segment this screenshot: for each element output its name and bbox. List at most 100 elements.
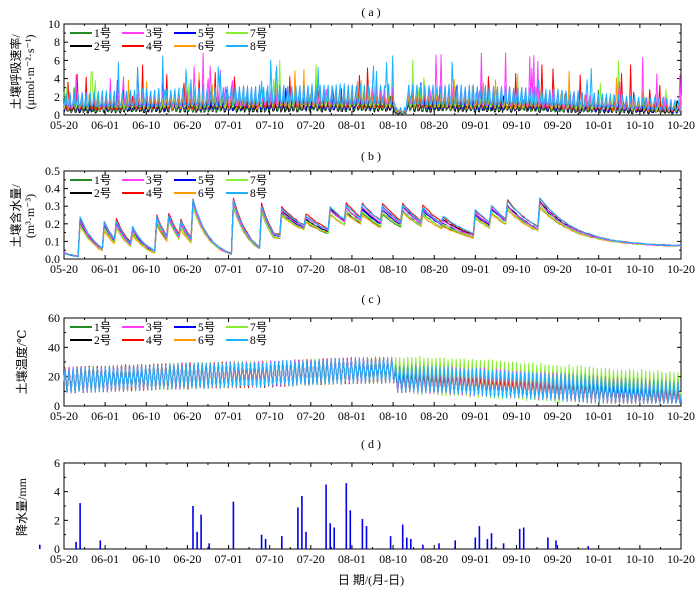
y-tick-label: 6 <box>54 53 60 67</box>
x-tick-label: 10-01 <box>585 262 613 276</box>
y-tick-label: 0.5 <box>45 164 60 178</box>
x-tick-label: 06-20 <box>173 552 201 566</box>
series-7号 <box>63 205 682 258</box>
y-tick-label: 10 <box>48 17 60 31</box>
y-tick-label: 4 <box>54 485 60 499</box>
x-tick-label: 08-10 <box>379 409 407 423</box>
x-tick-label: 06-20 <box>173 409 201 423</box>
panel-2-axes: 0 20 40 60 05-20 06-01 06-10 06-20 07-01 07-10 07-… <box>48 311 695 423</box>
x-tick-label: 08-01 <box>338 262 366 276</box>
legend-label: 1号 <box>94 174 111 187</box>
legend-label: 2号 <box>94 40 111 53</box>
y-tick-label: 0.2 <box>45 217 60 231</box>
y-tick-label: 2 <box>54 513 60 527</box>
x-tick-label: 07-01 <box>215 118 243 132</box>
legend-label: 5号 <box>198 27 215 40</box>
x-tick-label: 07-01 <box>215 262 243 276</box>
series-8号 <box>63 55 682 113</box>
x-tick-label: 06-10 <box>132 118 160 132</box>
x-tick-label: 07-01 <box>215 552 243 566</box>
x-tick-label: 07-20 <box>297 118 325 132</box>
legend-label: 3号 <box>146 174 163 187</box>
x-tick-label: 09-01 <box>461 552 489 566</box>
x-tick-label: 09-01 <box>461 409 489 423</box>
panel-0-axes: 0 2 4 6 8 10 05-20 06-01 06-10 06-20 07-01 07-10 07-… <box>48 17 695 132</box>
x-tick-label: 06-01 <box>91 262 119 276</box>
x-tick-label: 06-01 <box>91 118 119 132</box>
x-tick-label: 09-10 <box>502 118 530 132</box>
x-tick-label: 05-20 <box>50 552 78 566</box>
x-tick-label: 07-10 <box>256 409 284 423</box>
legend-label: 5号 <box>198 174 215 187</box>
y-tick-label: 0 <box>54 108 60 122</box>
x-tick-label: 10-20 <box>667 118 695 132</box>
panel-d-ylabel: 降水量/mm <box>15 477 29 536</box>
y-tick-label: 0 <box>54 542 60 556</box>
panel-1-axes: 0.0 0.1 0.2 0.3 0.4 0.5 05-20 06-01 06-10 06-20 07… <box>45 164 695 276</box>
x-tick-label: 09-20 <box>544 409 572 423</box>
y-tick-label: 8 <box>54 35 60 49</box>
legend-label: 6号 <box>198 334 215 347</box>
series-8号 <box>63 356 682 404</box>
x-tick-label: 08-01 <box>338 552 366 566</box>
legend-label: 6号 <box>198 40 215 53</box>
x-tick-label: 10-01 <box>585 409 613 423</box>
x-tick-label: 06-20 <box>173 118 201 132</box>
x-tick-label: 07-10 <box>256 552 284 566</box>
x-tick-label: 07-10 <box>256 118 284 132</box>
x-tick-label: 10-10 <box>626 118 654 132</box>
x-tick-label: 08-10 <box>379 552 407 566</box>
panel-b-ylabel-line2: (m³·m⁻³) <box>23 194 37 238</box>
x-tick-label: 09-10 <box>502 409 530 423</box>
panel-d-ylabel-line1: 降水量/mm <box>15 477 29 536</box>
panel-1-legend: 1号 3号 5号 7号 2号 4号 6号 8号 <box>70 174 267 200</box>
x-tick-label: 10-20 <box>667 409 695 423</box>
panel-a-ylabel-line2: (μmol·m⁻²·s⁻¹) <box>23 35 37 110</box>
panel-b-ylabel-line1: 土壤含水量/ <box>8 184 23 248</box>
x-tick-label: 07-20 <box>297 409 325 423</box>
panel-c-ylabel-line1: 土壤温度/℃ <box>14 330 29 395</box>
legend-label: 2号 <box>94 187 111 200</box>
legend-label: 4号 <box>146 40 163 53</box>
x-tick-label: 08-10 <box>379 262 407 276</box>
legend-label: 6号 <box>198 187 215 200</box>
legend-label: 7号 <box>250 174 267 187</box>
legend-label: 3号 <box>146 27 163 40</box>
legend-label: 2号 <box>94 334 111 347</box>
x-tick-label: 08-20 <box>420 118 448 132</box>
x-tick-label: 06-01 <box>91 552 119 566</box>
legend-label: 1号 <box>94 27 111 40</box>
x-tick-label: 09-20 <box>544 118 572 132</box>
panel-3-axes: 0 2 4 6 05-20 06-01 06-10 06-20 07-01 07-10 07-20 0… <box>50 456 695 566</box>
x-tick-label: 10-10 <box>626 552 654 566</box>
x-tick-label: 09-20 <box>544 552 572 566</box>
x-tick-label: 07-10 <box>256 262 284 276</box>
x-tick-label: 07-20 <box>297 552 325 566</box>
x-tick-label: 06-01 <box>91 409 119 423</box>
x-tick-label: 10-10 <box>626 262 654 276</box>
y-tick-label: 20 <box>48 370 60 384</box>
legend-label: 1号 <box>94 321 111 334</box>
x-tick-label: 10-01 <box>585 552 613 566</box>
x-tick-label: 08-20 <box>420 552 448 566</box>
plot-frame <box>63 462 682 550</box>
x-tick-label: 05-20 <box>50 262 78 276</box>
panel-0-legend: 1号 3号 5号 7号 2号 4号 6号 8号 <box>70 27 267 53</box>
panel-a-label: ( a ) <box>361 5 380 19</box>
x-tick-label: 05-20 <box>50 409 78 423</box>
x-tick-label: 06-10 <box>132 262 160 276</box>
x-tick-label: 10-10 <box>626 409 654 423</box>
legend-label: 8号 <box>250 40 267 53</box>
y-tick-label: 0.1 <box>45 234 60 248</box>
legend-label: 8号 <box>250 187 267 200</box>
y-tick-label: 40 <box>48 340 60 354</box>
x-tick-label: 09-01 <box>461 262 489 276</box>
legend-label: 8号 <box>250 334 267 347</box>
x-tick-label: 06-20 <box>173 262 201 276</box>
x-tick-label: 06-10 <box>132 409 160 423</box>
y-tick-label: 4 <box>54 72 60 86</box>
y-tick-label: 6 <box>54 456 60 470</box>
y-tick-label: 0 <box>54 399 60 413</box>
x-tick-label: 10-01 <box>585 118 613 132</box>
panel-d-label: ( d ) <box>361 437 381 451</box>
